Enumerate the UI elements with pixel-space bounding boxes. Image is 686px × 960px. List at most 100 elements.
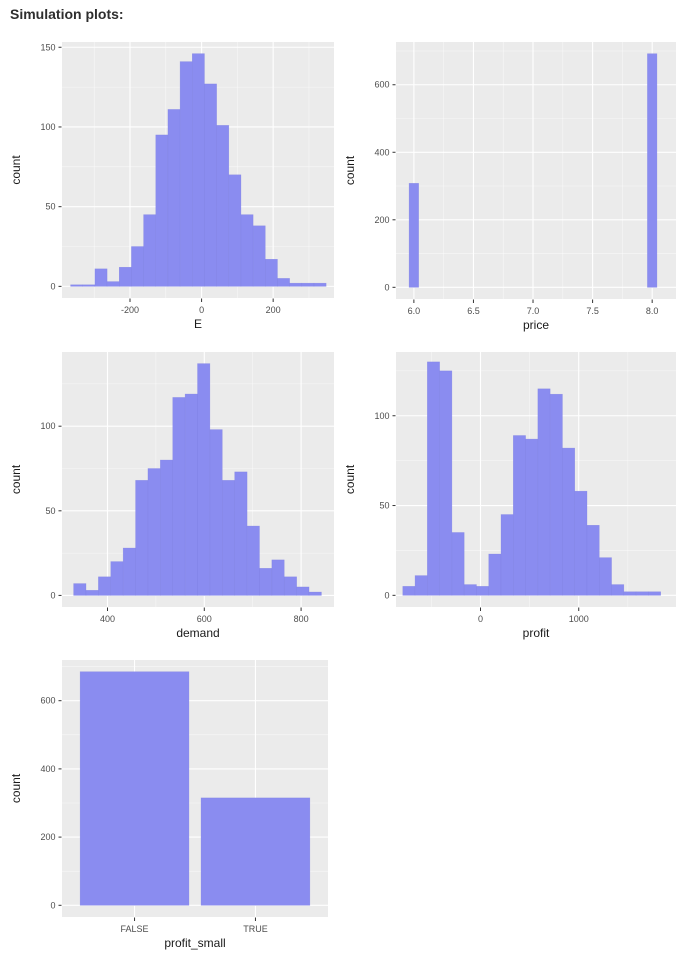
bars-group <box>408 53 658 288</box>
histogram-bar <box>131 246 144 287</box>
x-axis-title: demand <box>176 626 219 640</box>
x-axis-title: profit <box>523 626 550 640</box>
histogram-bar <box>635 591 649 596</box>
y-axis-tick-label: 100 <box>374 411 389 421</box>
x-axis-tick-label: 7.5 <box>586 306 599 316</box>
histogram-bar <box>408 183 419 288</box>
y-axis-tick-label: 0 <box>384 282 389 292</box>
bars-group <box>402 361 661 596</box>
histogram-bar <box>94 268 108 287</box>
histogram-bar <box>289 282 303 287</box>
y-axis-tick-label: 0 <box>50 281 55 291</box>
y-axis-tick-label: 0 <box>50 590 55 600</box>
histogram-bar <box>308 591 322 596</box>
y-axis-title: count <box>343 155 357 185</box>
histogram-bar <box>85 590 99 596</box>
chart-price: 0 200 400 600 6.0 6.5 7.0 7.5 8.0 price count <box>343 26 686 338</box>
y-axis-tick-label: 400 <box>374 147 389 157</box>
histogram-bar <box>296 586 310 596</box>
histogram-bar <box>283 576 297 596</box>
histogram-bar <box>414 575 428 596</box>
histogram-bar <box>313 282 327 287</box>
x-axis-tick-label: 0 <box>199 305 204 315</box>
chart-profit-small: 0 200 400 600 FALSE TRUE profit_small count <box>0 650 343 960</box>
histogram-bar <box>240 214 254 287</box>
y-axis-tick-label: 600 <box>374 80 389 90</box>
histogram-bar <box>451 532 465 596</box>
plot-panel <box>396 42 676 299</box>
histogram-bar <box>119 266 132 287</box>
y-axis-tick-label: 0 <box>384 590 389 600</box>
histogram-bar <box>184 393 198 596</box>
x-axis-tick-label: -200 <box>121 305 139 315</box>
y-axis-title: count <box>343 464 357 494</box>
histogram-bar <box>562 447 575 596</box>
histogram-bar <box>574 490 588 596</box>
x-axis-tick-label: TRUE <box>243 924 268 934</box>
histogram-bar <box>648 591 661 596</box>
chart-demand: 0 50 100 400 600 800 demand count <box>0 338 343 650</box>
histogram-bar <box>204 83 217 287</box>
y-axis-title: count <box>9 773 23 803</box>
histogram-bar <box>228 174 242 287</box>
x-axis-title: profit_small <box>164 936 225 950</box>
x-axis-title: E <box>194 317 202 331</box>
page-title: Simulation plots: <box>10 6 124 22</box>
histogram-bar <box>82 284 96 287</box>
histogram-bar <box>252 225 266 287</box>
histogram-bar <box>301 282 315 287</box>
histogram-bar <box>179 61 193 287</box>
y-axis-tick-label: 200 <box>40 832 55 842</box>
histogram-bar <box>122 547 136 596</box>
histogram-bar <box>476 586 489 596</box>
y-axis-title: count <box>9 464 23 494</box>
histogram-bar <box>427 361 440 596</box>
bars-group <box>79 671 311 906</box>
histogram-bar <box>106 281 120 287</box>
histogram-bar <box>463 584 477 596</box>
histogram-bar <box>167 109 181 287</box>
y-axis-tick-label: 400 <box>40 764 55 774</box>
histogram-bar <box>222 480 235 596</box>
histogram-bar <box>537 388 551 596</box>
x-axis-tick-label: 800 <box>294 614 309 624</box>
x-axis-tick-label: 6.0 <box>408 306 421 316</box>
x-axis-tick-label: 6.5 <box>467 306 480 316</box>
histogram-bar <box>79 671 190 906</box>
x-axis-tick-label: 1000 <box>569 614 589 624</box>
histogram-bar <box>500 514 514 596</box>
histogram-bar <box>611 584 625 596</box>
histogram-bar <box>259 568 273 596</box>
histogram-bar <box>172 397 186 596</box>
histogram-bar <box>216 125 230 287</box>
histogram-bar <box>271 559 285 596</box>
chart-demand-svg: 0 50 100 400 600 800 demand count <box>9 352 334 640</box>
x-axis-tick-label: 8.0 <box>646 306 659 316</box>
histogram-bar <box>200 797 311 906</box>
histogram-bar <box>439 370 453 596</box>
histogram-bar <box>209 429 223 596</box>
bars-group <box>73 363 322 596</box>
histogram-bar <box>623 591 637 596</box>
chart-profit-small-svg: 0 200 400 600 FALSE TRUE profit_small count <box>9 660 328 950</box>
histogram-bar <box>513 435 526 596</box>
histogram-bar <box>143 214 157 287</box>
histogram-bar <box>160 459 173 596</box>
histogram-bar <box>147 468 161 596</box>
histogram-bar <box>98 576 112 596</box>
x-axis-tick-label: 200 <box>266 305 281 315</box>
histogram-bar <box>246 525 260 596</box>
x-axis-title: price <box>523 318 549 332</box>
histogram-bar <box>586 525 600 596</box>
histogram-bar <box>599 557 612 596</box>
histogram-bar <box>277 278 290 287</box>
histogram-bar <box>647 53 658 288</box>
y-axis-tick-label: 100 <box>40 122 55 132</box>
y-axis-title: count <box>9 155 23 185</box>
histogram-bar <box>73 583 87 596</box>
histogram-bar <box>197 363 211 596</box>
y-axis-tick-label: 50 <box>45 202 55 212</box>
histogram-bar <box>234 471 248 596</box>
